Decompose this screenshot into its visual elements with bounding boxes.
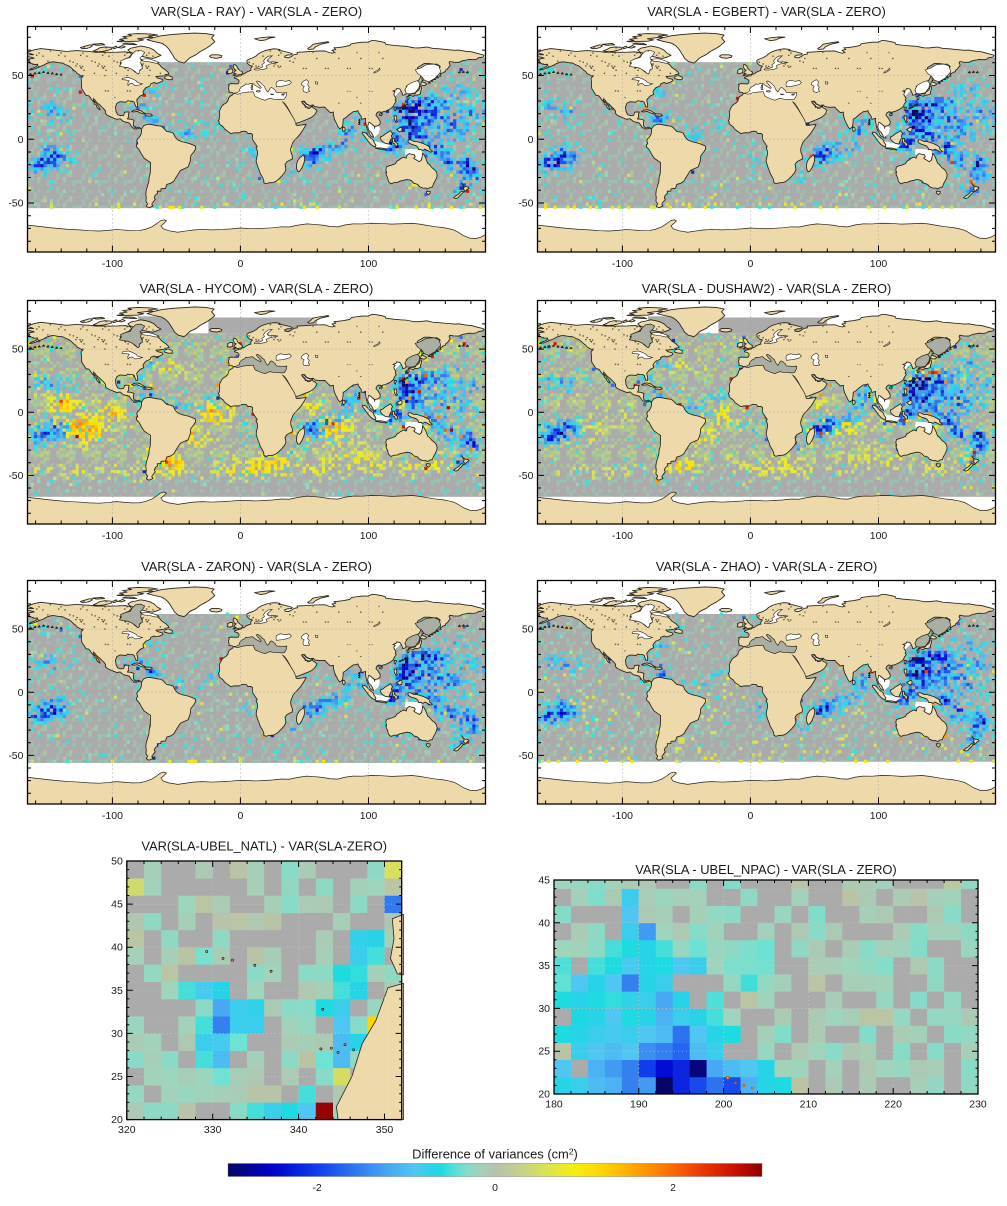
svg-text:230: 230 [969, 1099, 987, 1111]
svg-text:330: 330 [204, 1124, 222, 1136]
svg-text:0: 0 [747, 530, 753, 542]
svg-text:0: 0 [18, 134, 24, 146]
svg-text:-50: -50 [518, 470, 533, 482]
svg-text:30: 30 [111, 1028, 123, 1040]
svg-text:VAR(SLA - ZHAO) - VAR(SLA - ZE: VAR(SLA - ZHAO) - VAR(SLA - ZERO) [656, 559, 878, 574]
svg-text:30: 30 [538, 1003, 550, 1015]
svg-text:VAR(SLA - HYCOM) - VAR(SLA - Z: VAR(SLA - HYCOM) - VAR(SLA - ZERO) [140, 281, 374, 296]
svg-text:2: 2 [670, 1182, 676, 1194]
svg-text:200: 200 [715, 1099, 733, 1111]
svg-text:100: 100 [360, 258, 378, 270]
svg-text:50: 50 [12, 624, 24, 636]
svg-text:50: 50 [12, 70, 24, 82]
svg-text:VAR(SLA-UBEL_NATL) - VAR(SLA-Z: VAR(SLA-UBEL_NATL) - VAR(SLA-ZERO) [141, 839, 387, 854]
svg-text:0: 0 [528, 134, 534, 146]
svg-text:VAR(SLA - EGBERT) - VAR(SLA -: VAR(SLA - EGBERT) - VAR(SLA - ZERO) [647, 4, 886, 19]
svg-text:220: 220 [884, 1099, 902, 1111]
svg-text:-50: -50 [8, 470, 23, 482]
svg-text:180: 180 [545, 1099, 563, 1111]
svg-text:40: 40 [538, 917, 550, 929]
svg-text:100: 100 [360, 530, 378, 542]
svg-text:100: 100 [870, 258, 888, 270]
svg-text:0: 0 [528, 407, 534, 419]
svg-text:0: 0 [492, 1182, 498, 1194]
svg-text:-50: -50 [518, 198, 533, 210]
svg-text:100: 100 [360, 810, 378, 822]
svg-text:350: 350 [376, 1124, 394, 1136]
svg-text:100: 100 [870, 530, 888, 542]
svg-text:0: 0 [18, 407, 24, 419]
svg-text:25: 25 [538, 1046, 550, 1058]
svg-text:-50: -50 [8, 750, 23, 762]
svg-text:VAR(SLA - ZARON) - VAR(SLA - Z: VAR(SLA - ZARON) - VAR(SLA - ZERO) [141, 559, 372, 574]
svg-text:0: 0 [237, 810, 243, 822]
svg-text:Difference of variances (cm2): Difference of variances (cm2) [412, 1147, 578, 1162]
svg-text:-100: -100 [612, 530, 633, 542]
svg-text:VAR(SLA - UBEL_NPAC) - VAR(SLA: VAR(SLA - UBEL_NPAC) - VAR(SLA - ZERO) [635, 862, 896, 877]
svg-text:-100: -100 [102, 258, 123, 270]
svg-text:-100: -100 [612, 258, 633, 270]
svg-text:320: 320 [118, 1124, 136, 1136]
svg-text:-100: -100 [612, 810, 633, 822]
svg-text:0: 0 [237, 258, 243, 270]
svg-text:-50: -50 [8, 198, 23, 210]
svg-text:-2: -2 [312, 1182, 321, 1194]
svg-text:0: 0 [18, 687, 24, 699]
svg-text:50: 50 [522, 344, 534, 356]
svg-text:-50: -50 [518, 750, 533, 762]
svg-text:190: 190 [630, 1099, 648, 1111]
svg-text:45: 45 [538, 875, 550, 887]
svg-text:100: 100 [870, 810, 888, 822]
svg-text:35: 35 [538, 960, 550, 972]
svg-text:VAR(SLA - RAY) - VAR(SLA - ZER: VAR(SLA - RAY) - VAR(SLA - ZERO) [151, 4, 362, 19]
svg-text:-100: -100 [102, 810, 123, 822]
svg-text:0: 0 [237, 530, 243, 542]
svg-text:210: 210 [800, 1099, 818, 1111]
svg-text:25: 25 [111, 1071, 123, 1083]
svg-text:35: 35 [111, 985, 123, 997]
svg-text:0: 0 [747, 258, 753, 270]
svg-text:0: 0 [747, 810, 753, 822]
svg-text:-100: -100 [102, 530, 123, 542]
svg-text:50: 50 [522, 624, 534, 636]
svg-text:50: 50 [522, 70, 534, 82]
svg-text:0: 0 [528, 687, 534, 699]
svg-text:50: 50 [111, 856, 123, 868]
svg-text:20: 20 [111, 1114, 123, 1126]
svg-text:340: 340 [290, 1124, 308, 1136]
svg-text:45: 45 [111, 899, 123, 911]
svg-text:50: 50 [12, 344, 24, 356]
svg-text:40: 40 [111, 942, 123, 954]
svg-text:20: 20 [538, 1089, 550, 1101]
svg-text:VAR(SLA - DUSHAW2) - VAR(SLA -: VAR(SLA - DUSHAW2) - VAR(SLA - ZERO) [642, 281, 892, 296]
